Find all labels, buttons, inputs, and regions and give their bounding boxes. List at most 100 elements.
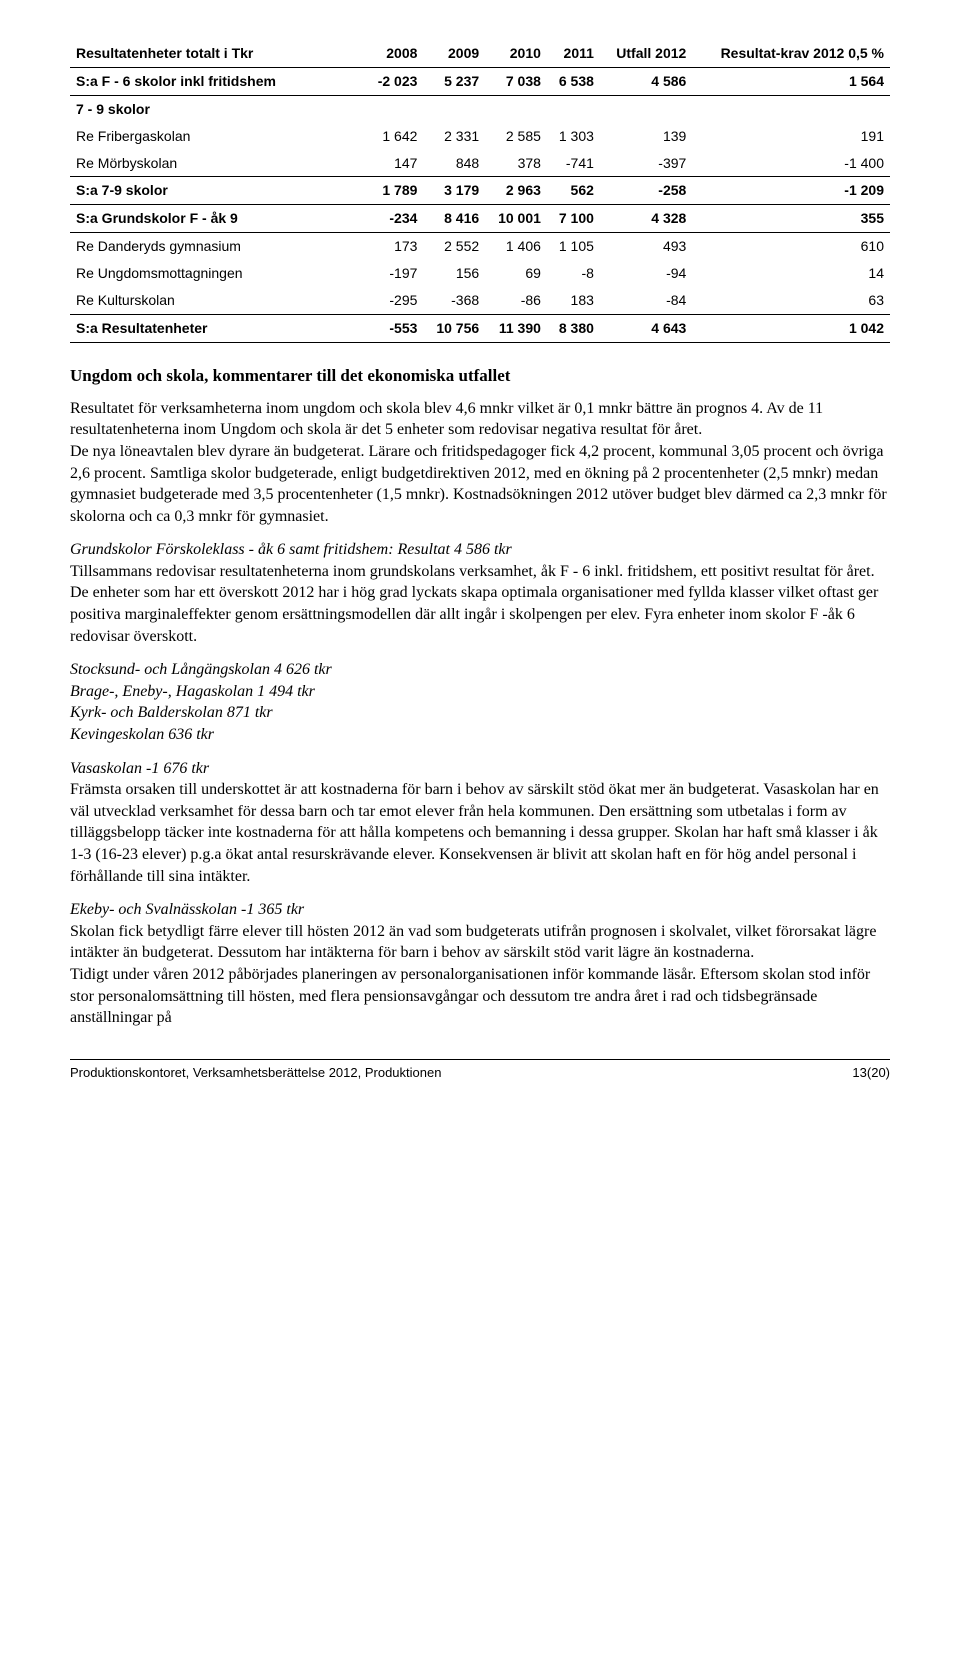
table-row: Re Kulturskolan-295-368-86183-8463 [70,287,890,314]
table-cell: 2 331 [423,123,485,150]
table-cell: 4 328 [600,205,692,233]
table-cell: -197 [365,260,423,287]
table-cell: 610 [692,233,890,260]
table-cell: -234 [365,205,423,233]
table-cell: Re Fribergaskolan [70,123,365,150]
table-row: Re Ungdomsmottagningen-19715669-8-9414 [70,260,890,287]
table-cell: Re Danderyds gymnasium [70,233,365,260]
table-cell: S:a Grundskolor F - åk 9 [70,205,365,233]
col-utfall: Utfall 2012 [600,40,692,67]
table-cell: 8 380 [547,314,600,342]
page-footer: Produktionskontoret, Verksamhetsberättel… [70,1059,890,1082]
table-cell [485,95,547,122]
table-cell: 562 [547,177,600,205]
table-cell: 156 [423,260,485,287]
footer-right: 13(20) [852,1064,890,1082]
school-list: Stocksund- och Långängskolan 4 626 tkr B… [70,659,890,745]
table-cell: 1 042 [692,314,890,342]
table-cell: 1 642 [365,123,423,150]
table-row: 7 - 9 skolor [70,95,890,122]
table-cell [365,95,423,122]
table-cell: 14 [692,260,890,287]
para-grundskolor: Grundskolor Förskoleklass - åk 6 samt fr… [70,539,890,647]
col-2010: 2010 [485,40,547,67]
table-cell: -258 [600,177,692,205]
table-cell: 147 [365,150,423,177]
table-cell: -8 [547,260,600,287]
table-cell: 493 [600,233,692,260]
table-cell [692,95,890,122]
table-cell: -86 [485,287,547,314]
table-cell: 183 [547,287,600,314]
col-2011: 2011 [547,40,600,67]
table-cell: -2 023 [365,67,423,95]
table-cell: -295 [365,287,423,314]
table-cell: 4 643 [600,314,692,342]
table-cell: S:a F - 6 skolor inkl fritidshem [70,67,365,95]
table-cell: 1 789 [365,177,423,205]
table-cell: 10 756 [423,314,485,342]
table-cell: 848 [423,150,485,177]
table-row: S:a Resultatenheter-55310 75611 3908 380… [70,314,890,342]
table-cell: 2 585 [485,123,547,150]
table-row: S:a F - 6 skolor inkl fritidshem-2 0235 … [70,67,890,95]
table-cell: 7 038 [485,67,547,95]
table-cell: 191 [692,123,890,150]
table-cell: 8 416 [423,205,485,233]
table-row: S:a 7-9 skolor1 7893 1792 963562-258-1 2… [70,177,890,205]
section-heading: Ungdom och skola, kommentarer till det e… [70,365,890,388]
table-row: Re Danderyds gymnasium1732 5521 4061 105… [70,233,890,260]
table-cell: 4 586 [600,67,692,95]
table-cell [547,95,600,122]
table-cell: 1 105 [547,233,600,260]
table-cell: S:a 7-9 skolor [70,177,365,205]
table-row: Re Mörbyskolan147848378-741-397-1 400 [70,150,890,177]
lead-grundskolor: Grundskolor Förskoleklass - åk 6 samt fr… [70,541,512,558]
table-cell: -94 [600,260,692,287]
table-row: S:a Grundskolor F - åk 9-2348 41610 0017… [70,205,890,233]
table-cell: 7 - 9 skolor [70,95,365,122]
para-vasaskolan: Vasaskolan -1 676 tkr Främsta orsaken ti… [70,758,890,888]
table-cell: 69 [485,260,547,287]
table-cell: -397 [600,150,692,177]
table-cell: S:a Resultatenheter [70,314,365,342]
lead-vasaskolan: Vasaskolan -1 676 tkr [70,760,209,777]
para-ekeby: Ekeby- och Svalnässkolan -1 365 tkr Skol… [70,899,890,1029]
table-cell: Re Kulturskolan [70,287,365,314]
table-cell: 7 100 [547,205,600,233]
table-cell: 3 179 [423,177,485,205]
table-cell: 2 552 [423,233,485,260]
table-cell: 6 538 [547,67,600,95]
table-cell: 1 406 [485,233,547,260]
footer-left: Produktionskontoret, Verksamhetsberättel… [70,1064,441,1082]
table-cell: Re Mörbyskolan [70,150,365,177]
table-cell: -368 [423,287,485,314]
table-cell: 355 [692,205,890,233]
table-cell: 10 001 [485,205,547,233]
school-item: Kevingeskolan 636 tkr [70,724,890,746]
table-cell: 63 [692,287,890,314]
table-cell: 173 [365,233,423,260]
col-label: Resultatenheter totalt i Tkr [70,40,365,67]
col-krav: Resultat-krav 2012 0,5 % [692,40,890,67]
table-cell [423,95,485,122]
table-cell: 5 237 [423,67,485,95]
col-2008: 2008 [365,40,423,67]
table-cell: 378 [485,150,547,177]
table-cell [600,95,692,122]
school-item: Brage-, Eneby-, Hagaskolan 1 494 tkr [70,681,890,703]
table-cell: -1 209 [692,177,890,205]
table-cell: -553 [365,314,423,342]
table-cell: 11 390 [485,314,547,342]
table-cell: -741 [547,150,600,177]
table-cell: 139 [600,123,692,150]
table-cell: 1 564 [692,67,890,95]
lead-ekeby: Ekeby- och Svalnässkolan -1 365 tkr [70,901,304,918]
table-cell: 1 303 [547,123,600,150]
col-2009: 2009 [423,40,485,67]
school-item: Kyrk- och Balderskolan 871 tkr [70,702,890,724]
table-cell: -1 400 [692,150,890,177]
table-cell: 2 963 [485,177,547,205]
table-cell: Re Ungdomsmottagningen [70,260,365,287]
school-item: Stocksund- och Långängskolan 4 626 tkr [70,659,890,681]
